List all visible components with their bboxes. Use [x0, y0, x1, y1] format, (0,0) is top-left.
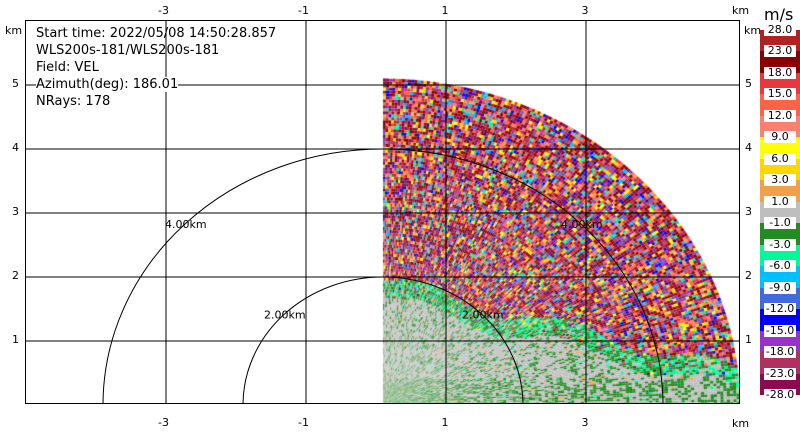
colorbar-label: 18.0 [764, 66, 796, 79]
x-tick-bottom: 3 [581, 416, 589, 429]
y-tick-left: 2 [12, 269, 19, 282]
y-tick-left: 3 [12, 205, 19, 218]
colorbar-label: -23.0 [764, 366, 796, 380]
y-tick-left: 4 [12, 141, 19, 154]
y-tick-right: 4 [745, 141, 752, 154]
colorbar: 28.0 23.0 18.0 15.0 12.0 9.0 6.0 3.0 1.0 -1.0 -3.0… [760, 24, 800, 401]
y-tick-right: 2 [745, 269, 752, 282]
info-instrument: WLS200s-181/WLS200s-181 [36, 43, 220, 58]
info-start-time: Start time: 2022/05/08 14:50:28.857 [36, 26, 277, 41]
x-tick-top: 1 [441, 4, 449, 17]
x-tick-top: -1 [298, 4, 309, 17]
x-unit-top: km [732, 4, 750, 17]
colorbar-label: 15.0 [764, 88, 796, 101]
range-ring-label: 4.00km [561, 218, 603, 231]
colorbar-label: 12.0 [764, 109, 796, 122]
colorbar-label: -6.0 [764, 260, 796, 273]
colorbar-unit: m/s [764, 5, 794, 24]
info-field: Field: VEL [36, 60, 99, 75]
colorbar-label: -15.0 [764, 323, 796, 337]
colorbar-label: -28.0 [764, 388, 796, 401]
colorbar-label: 9.0 [764, 131, 796, 144]
x-unit-bottom: km [732, 417, 750, 430]
y-tick-right: 3 [745, 205, 752, 218]
x-tick-bottom: -3 [158, 416, 169, 429]
y-unit-right: km [744, 24, 762, 37]
colorbar-label: -9.0 [764, 281, 796, 294]
colorbar-label: 1.0 [764, 195, 796, 208]
y-tick-left: 5 [12, 77, 19, 90]
info-azimuth: Azimuth(deg): 186.01 [36, 77, 179, 92]
plot-area: 2.00km 2.00km 4.00km 4.00km [25, 20, 740, 404]
x-tick-top: -3 [158, 4, 169, 17]
x-tick-bottom: 1 [441, 416, 449, 429]
colorbar-label: 6.0 [764, 152, 796, 165]
colorbar-label: 23.0 [764, 45, 796, 58]
range-ring [242, 276, 524, 403]
y-tick-right: 5 [745, 77, 752, 90]
x-tick-bottom: -1 [298, 416, 309, 429]
colorbar-label: -1.0 [764, 217, 796, 230]
y-unit-left: km [5, 24, 23, 37]
range-ring-label: 2.00km [462, 308, 504, 321]
colorbar-label: -18.0 [764, 345, 796, 359]
y-tick-right: 1 [745, 333, 752, 346]
x-tick-top: 3 [581, 4, 589, 17]
range-ring-label: 4.00km [165, 218, 207, 231]
grid-and-rings: 2.00km 2.00km 4.00km 4.00km [26, 21, 739, 403]
colorbar-label: -12.0 [764, 302, 796, 316]
range-ring-label: 2.00km [264, 308, 306, 321]
range-ring [102, 148, 664, 403]
y-tick-left: 1 [12, 333, 19, 346]
colorbar-label: 28.0 [764, 24, 796, 36]
colorbar-label: 3.0 [764, 174, 796, 187]
info-nrays: NRays: 178 [36, 94, 111, 109]
colorbar-label: -3.0 [764, 238, 796, 251]
